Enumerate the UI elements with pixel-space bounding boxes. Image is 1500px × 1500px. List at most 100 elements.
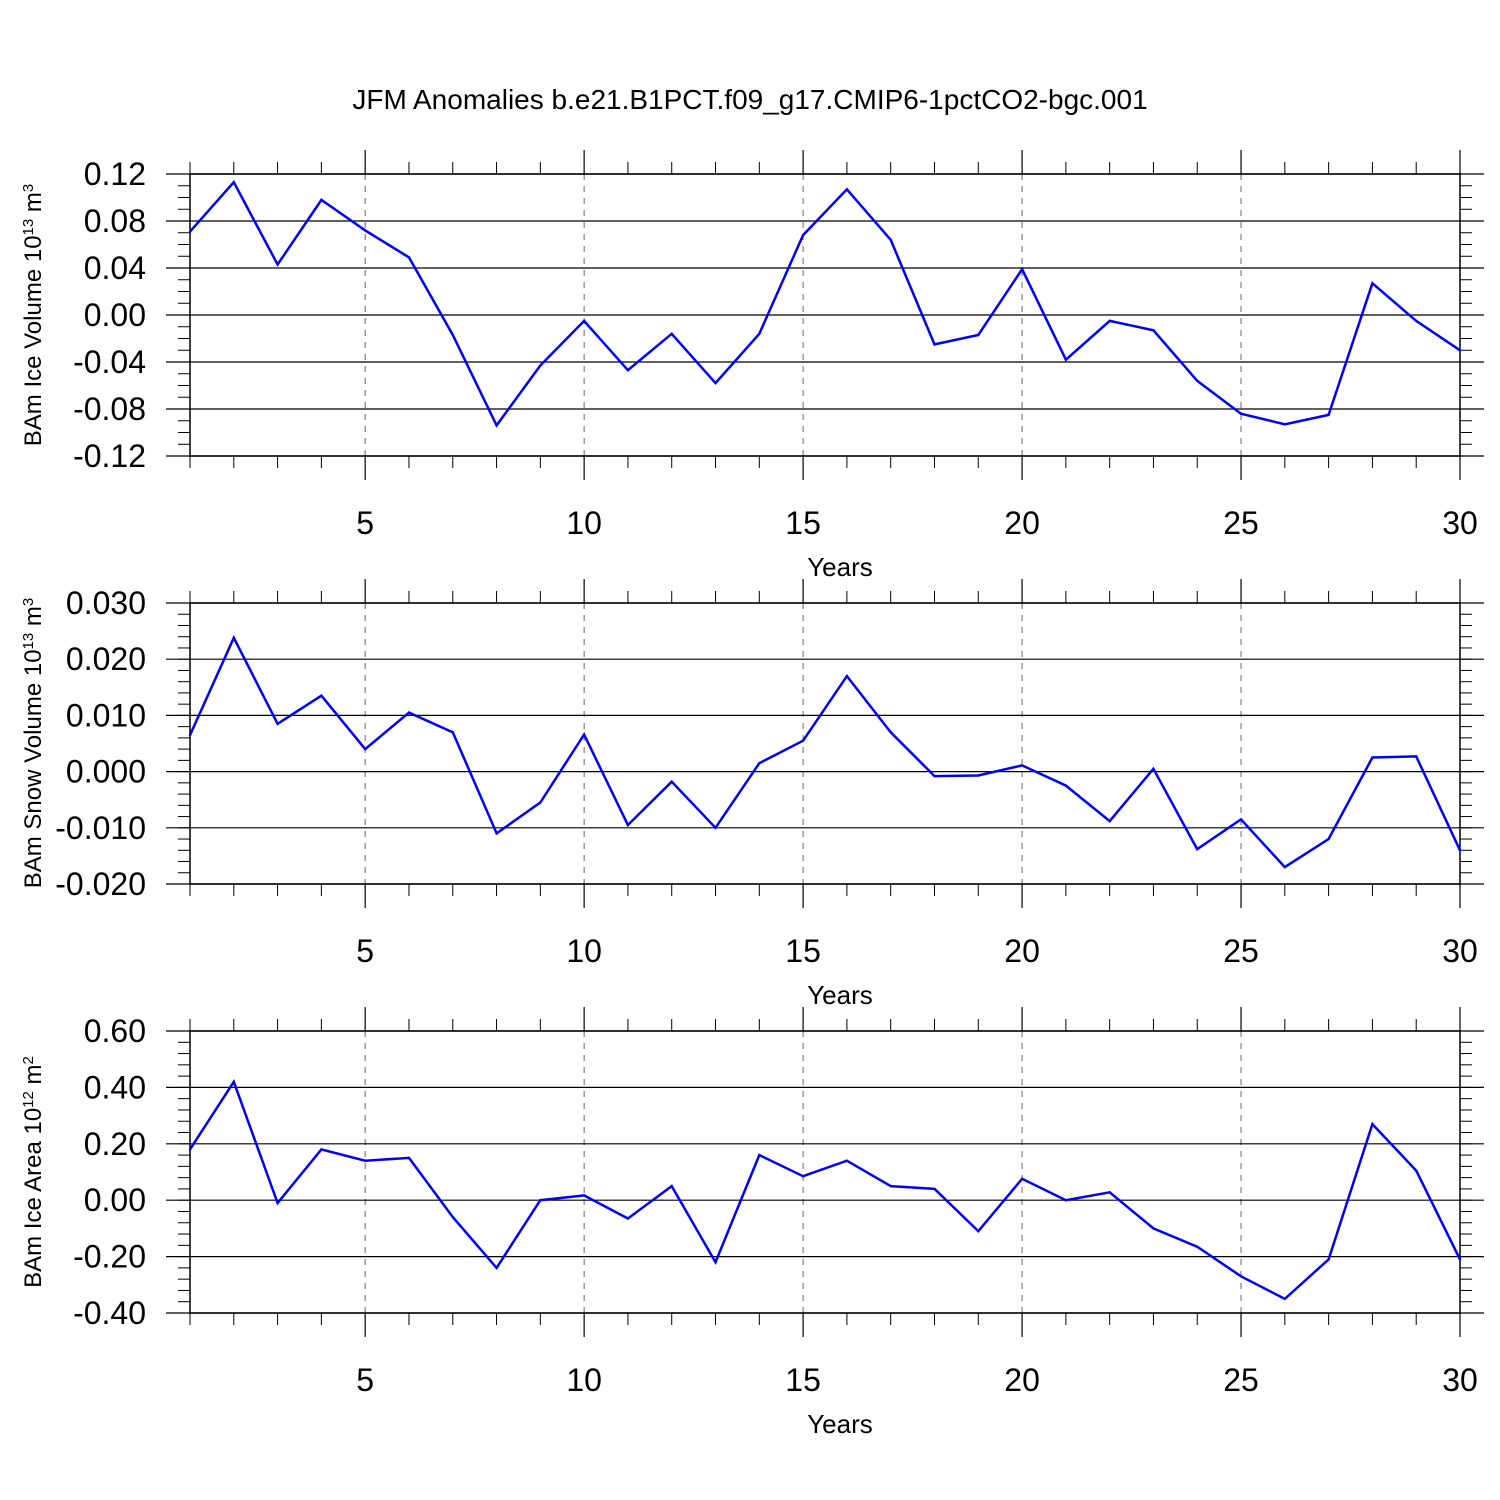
data-point xyxy=(363,1159,367,1162)
ice-area-panel: 5 10 15 20 25 30 -0.40 -0.20 0.00 0.20 0.40 0.60 Yea… xyxy=(20,1007,1484,1439)
x-tick-label: 30 xyxy=(1442,505,1478,541)
data-point xyxy=(232,636,235,640)
data-point xyxy=(495,424,498,427)
data-point xyxy=(1108,819,1111,823)
data-point xyxy=(495,1266,498,1270)
y-tick-label: 0.12 xyxy=(84,156,146,192)
data-point xyxy=(451,731,454,734)
data-point xyxy=(276,263,279,266)
x-tick-label: 5 xyxy=(356,1362,374,1398)
data-point xyxy=(276,1201,279,1205)
data-point xyxy=(977,1230,980,1233)
data-point xyxy=(714,826,717,829)
data-point xyxy=(276,722,279,726)
data-point xyxy=(626,1217,630,1220)
y-axis-title-text: m xyxy=(20,606,47,633)
x-tick-label: 25 xyxy=(1223,933,1259,969)
plot-frame xyxy=(189,602,1461,885)
y-axis-title: BAm Ice Area 1012 m2 xyxy=(20,1056,48,1288)
data-point xyxy=(1196,847,1199,851)
data-point xyxy=(1108,319,1111,323)
data-point xyxy=(407,256,411,259)
x-tick-label: 10 xyxy=(566,933,602,969)
data-point xyxy=(801,1175,805,1178)
data-point xyxy=(1020,764,1024,767)
data-point xyxy=(758,761,761,765)
data-point xyxy=(320,1148,323,1151)
x-tick-label: 25 xyxy=(1223,1362,1259,1398)
y-axis-title-superscript: 2 xyxy=(20,1056,37,1064)
data-point xyxy=(1196,1245,1199,1248)
y-tick-label: -0.12 xyxy=(73,438,146,474)
x-tick-label: 30 xyxy=(1442,933,1478,969)
x-axis-title: Years xyxy=(807,1409,873,1439)
data-point xyxy=(889,731,892,734)
data-point xyxy=(539,364,542,367)
y-tick-label: -0.04 xyxy=(73,344,146,380)
data-point xyxy=(1283,423,1287,426)
data-point xyxy=(1239,818,1243,821)
y-axis-title: BAm Ice Volume 1013 m3 xyxy=(20,184,48,446)
data-point xyxy=(582,733,586,736)
data-point xyxy=(1239,1275,1243,1278)
data-point xyxy=(801,233,805,237)
y-axis-title: BAm Snow Volume 1013 m3 xyxy=(20,598,48,889)
x-tick-label: 20 xyxy=(1004,1362,1040,1398)
data-point xyxy=(1020,1177,1024,1180)
data-point xyxy=(845,188,849,191)
figure-title: JFM Anomalies b.e21.B1PCT.f09_g17.CMIP6-… xyxy=(352,84,1148,115)
data-point xyxy=(451,333,454,337)
data-point xyxy=(1415,1169,1418,1172)
data-point xyxy=(320,198,323,202)
data-point xyxy=(582,1194,586,1197)
y-tick-label: 0.030 xyxy=(66,585,146,621)
data-point xyxy=(1371,282,1374,285)
y-axis-title-superscript: 13 xyxy=(20,633,37,650)
y-tick-label: 0.20 xyxy=(84,1126,146,1162)
x-tick-label: 20 xyxy=(1004,505,1040,541)
x-tick-label: 5 xyxy=(356,933,374,969)
data-point xyxy=(670,332,673,335)
data-point xyxy=(626,369,630,372)
y-axis-title-superscript: 3 xyxy=(20,598,37,606)
data-point xyxy=(363,229,367,232)
x-tick-label: 15 xyxy=(785,505,821,541)
y-axis-title-text: m xyxy=(20,192,47,219)
data-point xyxy=(232,181,235,184)
data-point xyxy=(1371,756,1374,759)
data-point xyxy=(714,1261,717,1264)
plot-frame xyxy=(189,1030,1461,1314)
data-point xyxy=(232,1080,235,1083)
y-tick-label: 0.010 xyxy=(66,697,146,733)
snow-volume-panel: 5 10 15 20 25 30 -0.020 -0.010 0.000 0.010 0.020 0.… xyxy=(20,579,1484,1010)
y-tick-label: -0.40 xyxy=(73,1295,146,1331)
data-point xyxy=(1283,865,1287,869)
data-point xyxy=(1239,412,1243,415)
data-point xyxy=(977,774,980,777)
ice-volume-panel: 5 10 15 20 25 30 -0.12 -0.08 -0.04 0.00 0.04 0.08 0.… xyxy=(20,150,1484,582)
data-point xyxy=(1327,837,1330,841)
y-tick-label: 0.40 xyxy=(84,1069,146,1105)
data-point xyxy=(188,1148,192,1151)
y-tick-label: 0.00 xyxy=(84,297,146,333)
data-point xyxy=(1371,1122,1374,1126)
data-point xyxy=(188,230,192,233)
x-tick-label: 30 xyxy=(1442,1362,1478,1398)
data-point xyxy=(451,1215,454,1219)
data-point xyxy=(626,823,630,827)
x-tick-label: 5 xyxy=(356,505,374,541)
data-point xyxy=(1458,849,1462,852)
data-point xyxy=(1327,413,1330,417)
x-tick-label: 15 xyxy=(785,1362,821,1398)
data-point xyxy=(933,1187,936,1191)
data-point xyxy=(845,1159,849,1162)
data-point xyxy=(1152,329,1155,332)
y-tick-label: -0.020 xyxy=(55,866,146,902)
data-point xyxy=(801,739,805,742)
y-tick-label: 0.00 xyxy=(84,1182,146,1218)
y-tick-label: 0.08 xyxy=(84,203,146,239)
data-point xyxy=(363,747,367,751)
x-axis-title: Years xyxy=(807,552,873,582)
data-point xyxy=(670,780,673,783)
